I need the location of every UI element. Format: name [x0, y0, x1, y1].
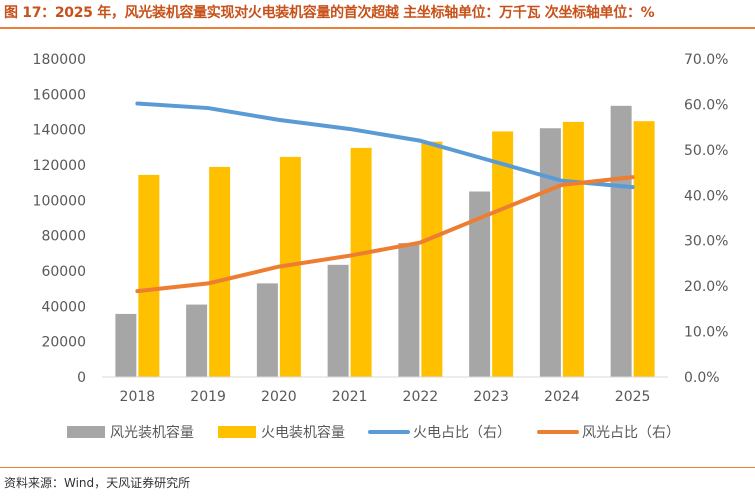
- legend-label: 风光装机容量: [110, 424, 194, 441]
- wind-solar-capacity-bar: [469, 191, 491, 377]
- bars-group: [115, 105, 655, 378]
- legend-label: 火电装机容量: [261, 424, 345, 441]
- thermal-share-line: [135, 101, 635, 190]
- thermal-capacity-bar: [633, 121, 655, 377]
- x-axis-ticks: 2018 2019 2020 2021 2022 2023 2024 2025: [120, 389, 651, 405]
- wind-solar-capacity-bar: [186, 304, 208, 377]
- left-tick-label: 140000: [33, 123, 86, 139]
- right-tick-label: 20.0%: [684, 279, 728, 295]
- left-tick-label: 40000: [41, 299, 86, 315]
- left-tick-label: 100000: [33, 193, 86, 209]
- x-tick-label: 2020: [261, 389, 297, 405]
- chart-title: 图 17：2025 年，风光装机容量实现对火电装机容量的首次超越 主坐标轴单位：…: [4, 5, 655, 21]
- x-tick-label: 2019: [190, 389, 226, 405]
- left-tick-label: 180000: [33, 52, 86, 68]
- source-note: 资料来源：Wind，天风证券研究所: [4, 476, 191, 490]
- x-tick-label: 2022: [403, 389, 439, 405]
- left-tick-label: 0: [77, 370, 86, 386]
- legend-swatch: [67, 426, 105, 438]
- right-tick-label: 0.0%: [684, 370, 720, 386]
- left-tick-label: 80000: [41, 229, 86, 245]
- wind-solar-share-line: [135, 175, 635, 294]
- right-axis-ticks: 0.0% 10.0% 20.0% 30.0% 40.0% 50.0% 60.0% 70.0%: [684, 52, 728, 386]
- thermal-capacity-bar: [492, 131, 514, 377]
- left-tick-label: 160000: [33, 87, 86, 103]
- left-tick-label: 60000: [41, 264, 86, 280]
- title-divider: [0, 27, 755, 29]
- footer-divider: [0, 467, 755, 468]
- thermal-capacity-bar: [138, 174, 160, 377]
- x-tick-label: 2024: [544, 389, 580, 405]
- right-tick-label: 10.0%: [684, 325, 728, 341]
- x-tick-label: 2023: [473, 389, 509, 405]
- lines-group: [135, 101, 635, 294]
- legend-label: 火电占比（右）: [413, 425, 511, 441]
- right-tick-label: 40.0%: [684, 188, 728, 204]
- legend-swatch: [218, 426, 256, 438]
- left-axis-ticks: 0 20000 40000 60000 80000 100000 120000 140000 1…: [33, 52, 86, 386]
- wind-solar-capacity-bar: [539, 128, 561, 377]
- right-tick-label: 50.0%: [684, 143, 728, 159]
- wind-solar-capacity-bar: [115, 313, 137, 377]
- left-tick-label: 20000: [41, 335, 86, 351]
- right-tick-label: 30.0%: [684, 234, 728, 250]
- thermal-capacity-bar: [421, 141, 443, 377]
- thermal-capacity-bar: [279, 156, 301, 377]
- x-tick-label: 2021: [332, 389, 368, 405]
- thermal-capacity-bar: [209, 166, 231, 377]
- right-tick-label: 60.0%: [684, 97, 728, 113]
- wind-solar-capacity-bar: [327, 264, 349, 377]
- wind-solar-capacity-bar: [610, 105, 632, 378]
- right-tick-label: 70.0%: [684, 52, 728, 68]
- x-tick-label: 2025: [615, 389, 651, 405]
- legend: 风光装机容量 火电装机容量 火电占比（右） 风光占比（右）: [67, 424, 680, 441]
- combo-chart: 0 20000 40000 60000 80000 100000 120000 140000 1…: [33, 52, 729, 441]
- wind-solar-capacity-bar: [398, 243, 420, 377]
- wind-solar-capacity-bar: [256, 283, 278, 377]
- legend-label: 风光占比（右）: [582, 425, 680, 441]
- thermal-capacity-bar: [350, 147, 372, 377]
- x-tick-label: 2018: [120, 389, 156, 405]
- left-tick-label: 120000: [33, 158, 86, 174]
- thermal-capacity-bar: [562, 121, 584, 377]
